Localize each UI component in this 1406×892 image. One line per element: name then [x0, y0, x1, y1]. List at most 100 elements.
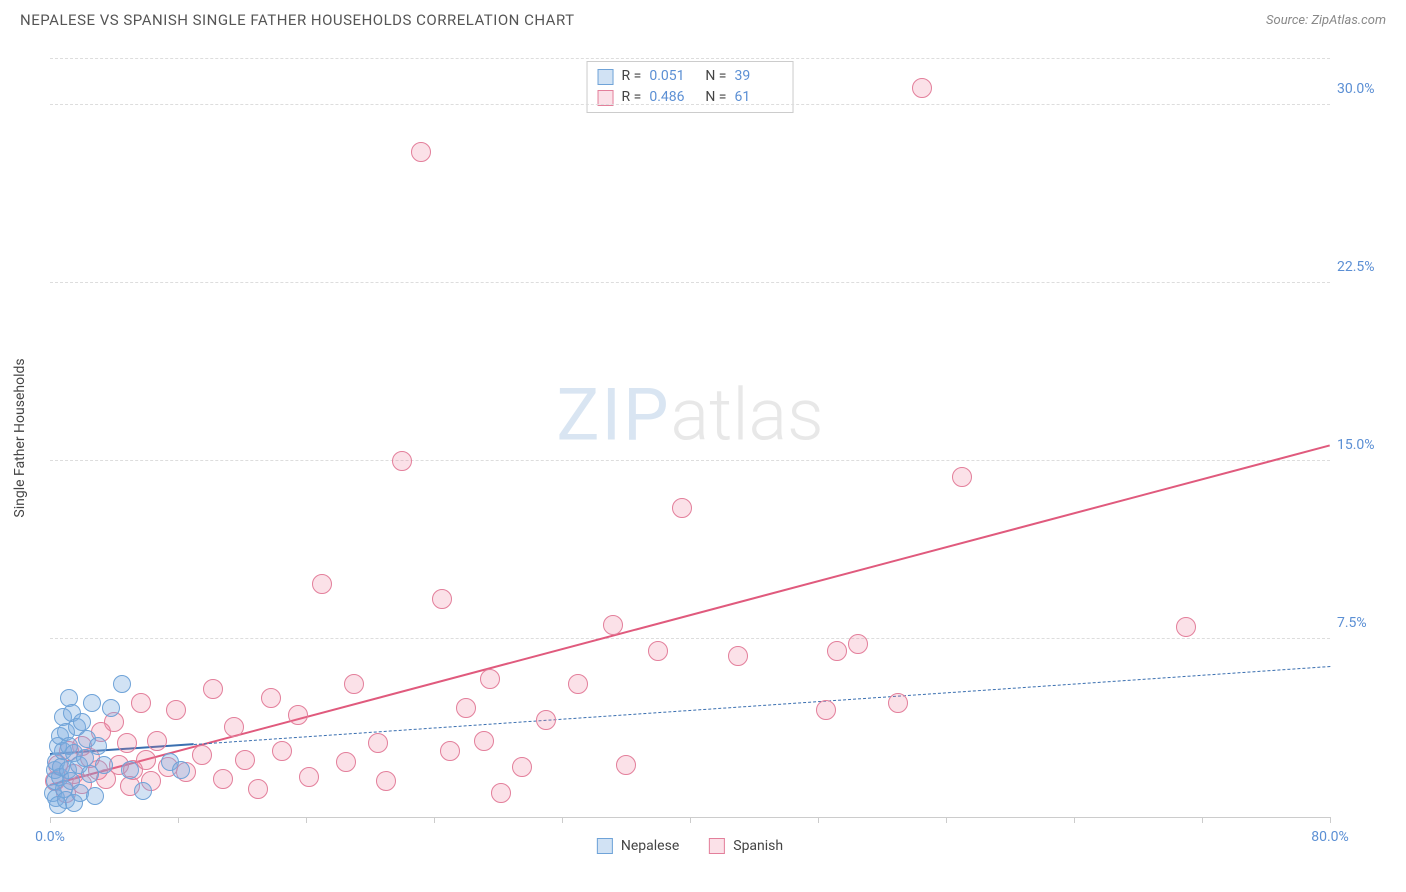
series-legend: Nepalese Spanish — [597, 838, 783, 854]
data-point-spanish — [299, 767, 319, 787]
data-point-spanish — [288, 705, 308, 725]
data-point-spanish — [312, 574, 332, 594]
data-point-spanish — [336, 752, 356, 772]
data-point-spanish — [235, 750, 255, 770]
data-point-spanish — [432, 589, 452, 609]
chart-header: NEPALESE VS SPANISH SINGLE FATHER HOUSEH… — [0, 0, 1406, 40]
data-point-spanish — [248, 779, 268, 799]
data-point-spanish — [728, 646, 748, 666]
data-point-spanish — [224, 717, 244, 737]
data-point-spanish — [203, 679, 223, 699]
data-point-spanish — [827, 641, 847, 661]
watermark-atlas: atlas — [671, 372, 824, 457]
data-point-spanish — [480, 669, 500, 689]
n-label-2: N = — [705, 87, 726, 108]
data-point-spanish — [136, 750, 156, 770]
x-tick — [1202, 817, 1203, 823]
chart-title: NEPALESE VS SPANISH SINGLE FATHER HOUSEH… — [20, 11, 575, 29]
spanish-r-value: 0.486 — [649, 87, 697, 108]
x-tick — [50, 817, 51, 823]
y-tick-label: 22.5% — [1337, 259, 1392, 275]
swatch-nepalese-icon — [597, 838, 613, 854]
legend-label-spanish: Spanish — [733, 838, 783, 854]
grid-line — [50, 638, 1330, 639]
data-point-spanish — [344, 674, 364, 694]
data-point-nepalese — [113, 675, 131, 693]
data-point-spanish — [213, 769, 233, 789]
data-point-spanish — [672, 498, 692, 518]
spanish-n-value: 61 — [734, 87, 782, 108]
data-point-spanish — [816, 700, 836, 720]
x-tick — [946, 817, 947, 823]
data-point-spanish — [888, 693, 908, 713]
source-attribution: Source: ZipAtlas.com — [1266, 13, 1386, 28]
plot-area: ZIPatlas R = 0.051 N = 39 R = 0.486 N = … — [50, 58, 1330, 818]
data-point-spanish — [848, 634, 868, 654]
y-axis-title: Single Father Households — [12, 358, 28, 517]
data-point-spanish — [272, 741, 292, 761]
y-tick-label: 15.0% — [1337, 437, 1392, 453]
x-tick-label: 80.0% — [1311, 829, 1349, 845]
x-tick — [306, 817, 307, 823]
data-point-spanish — [147, 731, 167, 751]
data-point-spanish — [192, 745, 212, 765]
x-tick — [562, 817, 563, 823]
x-tick-label: 0.0% — [35, 829, 65, 845]
y-tick-label: 7.5% — [1337, 615, 1392, 631]
data-point-spanish — [440, 741, 460, 761]
data-point-spanish — [392, 451, 412, 471]
swatch-nepalese — [598, 69, 614, 85]
y-tick-label: 30.0% — [1337, 81, 1392, 97]
data-point-spanish — [131, 693, 151, 713]
grid-line — [50, 282, 1330, 283]
x-tick — [178, 817, 179, 823]
data-point-spanish — [536, 710, 556, 730]
data-point-nepalese — [121, 761, 139, 779]
nepalese-r-value: 0.051 — [649, 66, 697, 87]
r-label-2: R = — [622, 87, 642, 108]
source-prefix: Source: — [1266, 13, 1311, 28]
x-tick — [1074, 817, 1075, 823]
data-point-spanish — [616, 755, 636, 775]
stats-legend: R = 0.051 N = 39 R = 0.486 N = 61 — [587, 61, 794, 113]
data-point-spanish — [474, 731, 494, 751]
data-point-spanish — [1176, 617, 1196, 637]
watermark: ZIPatlas — [556, 372, 823, 457]
data-point-nepalese — [73, 713, 91, 731]
stats-row-spanish: R = 0.486 N = 61 — [598, 87, 783, 108]
grid-line — [50, 460, 1330, 461]
data-point-nepalese — [83, 694, 101, 712]
data-point-spanish — [117, 733, 137, 753]
data-point-nepalese — [134, 782, 152, 800]
data-point-spanish — [912, 78, 932, 98]
x-tick — [1330, 817, 1331, 823]
data-point-nepalese — [86, 787, 104, 805]
data-point-spanish — [952, 467, 972, 487]
data-point-spanish — [648, 641, 668, 661]
data-point-spanish — [376, 771, 396, 791]
data-point-spanish — [512, 757, 532, 777]
trend-line — [194, 666, 1330, 745]
data-point-spanish — [368, 733, 388, 753]
data-point-spanish — [568, 674, 588, 694]
nepalese-n-value: 39 — [734, 66, 782, 87]
trend-line — [50, 445, 1331, 787]
data-point-nepalese — [102, 699, 120, 717]
n-label: N = — [705, 66, 726, 87]
x-tick — [434, 817, 435, 823]
data-point-spanish — [456, 698, 476, 718]
data-point-nepalese — [172, 761, 190, 779]
data-point-spanish — [166, 700, 186, 720]
legend-item-spanish: Spanish — [709, 838, 783, 854]
source-name: ZipAtlas.com — [1311, 13, 1386, 28]
swatch-spanish-icon — [709, 838, 725, 854]
data-point-spanish — [411, 142, 431, 162]
data-point-nepalese — [95, 756, 113, 774]
stats-row-nepalese: R = 0.051 N = 39 — [598, 66, 783, 87]
legend-label-nepalese: Nepalese — [621, 838, 679, 854]
legend-item-nepalese: Nepalese — [597, 838, 679, 854]
data-point-spanish — [603, 615, 623, 635]
x-tick — [818, 817, 819, 823]
data-point-spanish — [491, 783, 511, 803]
data-point-nepalese — [89, 737, 107, 755]
